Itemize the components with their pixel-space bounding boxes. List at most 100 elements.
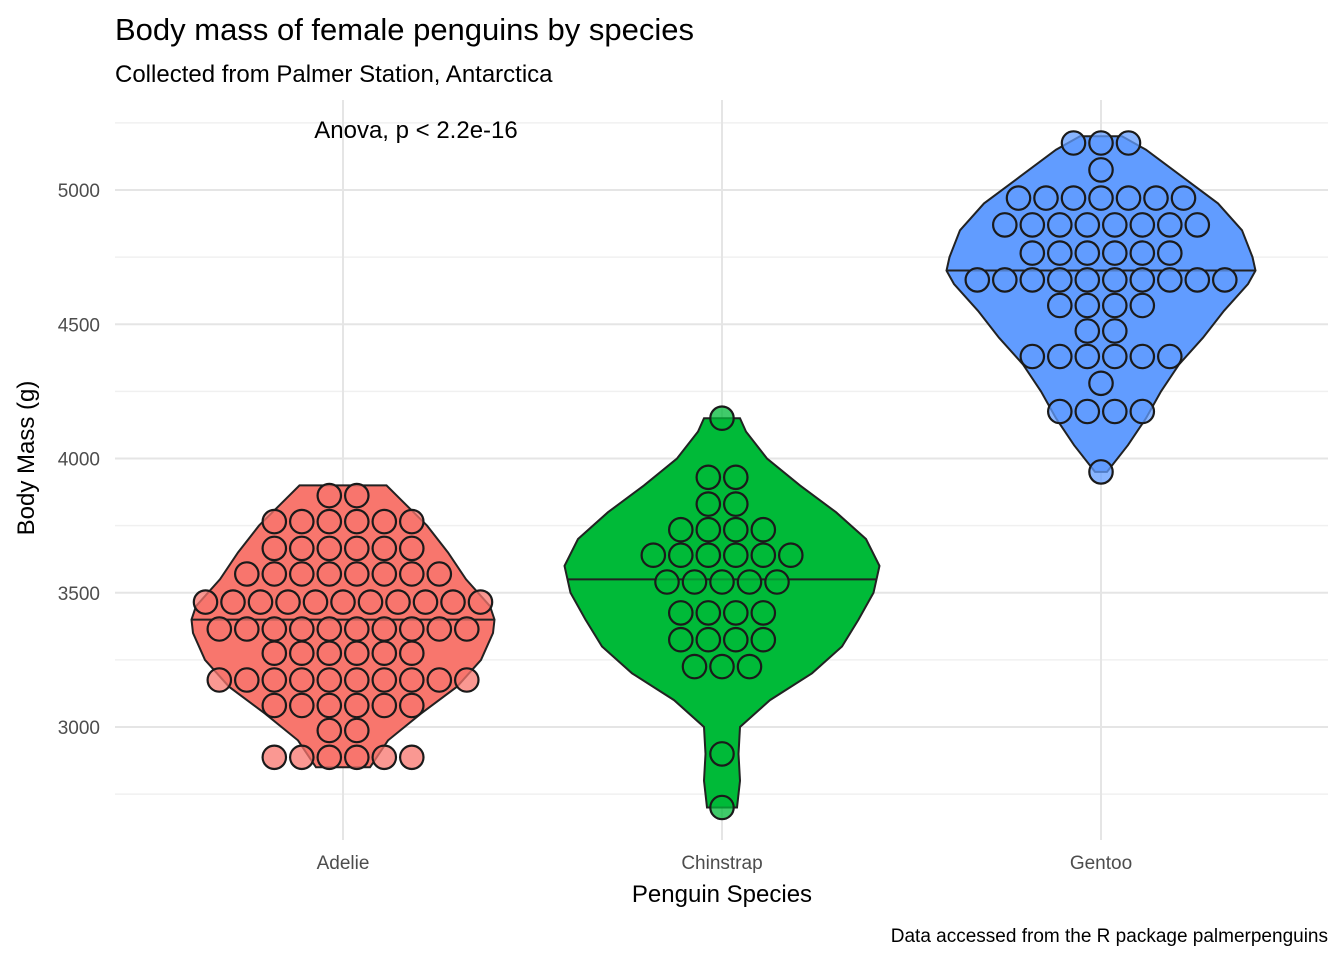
data-point — [371, 692, 398, 719]
violin-chinstrap — [563, 417, 881, 809]
data-point — [1102, 292, 1128, 319]
data-point — [667, 600, 694, 626]
data-point — [1157, 240, 1183, 266]
data-point — [206, 616, 233, 642]
data-point — [1019, 240, 1046, 266]
data-point — [1074, 398, 1101, 425]
data-point — [991, 212, 1018, 238]
data-point — [695, 600, 722, 626]
data-point — [1088, 157, 1114, 183]
data-point — [1074, 318, 1101, 344]
y-tick-label: 4000 — [58, 450, 100, 471]
data-point — [722, 491, 749, 517]
data-point — [722, 542, 749, 568]
data-point — [709, 741, 735, 767]
data-point — [371, 640, 398, 666]
data-point — [1074, 240, 1101, 266]
data-point — [192, 589, 219, 615]
y-tick-label: 5000 — [58, 181, 100, 202]
data-point — [764, 569, 790, 595]
data-point — [398, 692, 425, 719]
data-point — [288, 692, 315, 719]
data-point — [1129, 292, 1156, 319]
x-tick-label: Gentoo — [1070, 853, 1132, 874]
data-point — [234, 561, 260, 587]
data-point — [709, 653, 735, 680]
data-point — [1047, 212, 1073, 238]
data-point — [343, 561, 370, 587]
data-point — [343, 744, 370, 771]
data-point — [302, 589, 329, 615]
data-point — [316, 535, 343, 562]
data-point — [722, 516, 749, 543]
x-tick-label: Adelie — [317, 853, 370, 874]
data-point — [1184, 212, 1211, 238]
data-point — [667, 516, 694, 543]
data-point — [1102, 398, 1128, 425]
data-point — [398, 561, 425, 587]
y-tick-label: 3000 — [58, 718, 100, 739]
data-point — [722, 464, 749, 491]
data-point — [316, 692, 343, 719]
data-point — [1143, 185, 1169, 211]
data-point — [736, 569, 763, 595]
data-point — [288, 744, 315, 771]
data-point — [1102, 212, 1128, 238]
data-point — [1047, 343, 1073, 370]
data-point — [288, 616, 315, 642]
data-point — [357, 589, 384, 615]
data-point — [467, 589, 494, 615]
data-point — [1074, 267, 1101, 293]
data-point — [1102, 267, 1128, 293]
data-point — [1047, 398, 1073, 425]
data-point — [1157, 343, 1183, 370]
data-point — [343, 616, 370, 642]
chart-title: Body mass of female penguins by species — [115, 12, 694, 47]
data-point — [1129, 240, 1156, 266]
data-point — [1184, 267, 1211, 293]
data-point — [371, 561, 398, 587]
data-point — [261, 640, 288, 666]
data-point — [750, 600, 777, 626]
data-point — [1115, 185, 1142, 211]
data-point — [667, 542, 694, 568]
data-point — [343, 508, 370, 535]
data-point — [750, 626, 777, 653]
data-point — [371, 508, 398, 535]
x-axis-title: Penguin Species — [632, 881, 812, 908]
data-point — [316, 667, 343, 693]
data-point — [398, 640, 425, 666]
data-point — [330, 589, 356, 615]
data-point — [371, 535, 398, 562]
data-point — [695, 542, 722, 568]
data-point — [695, 626, 722, 653]
data-point — [1019, 212, 1046, 238]
data-point — [1102, 240, 1128, 266]
data-point — [709, 405, 735, 431]
data-point — [1088, 459, 1114, 485]
data-point — [398, 508, 425, 535]
data-point — [453, 667, 480, 693]
data-point — [1129, 398, 1156, 425]
data-point — [426, 561, 453, 587]
data-point — [1033, 185, 1059, 211]
data-point — [234, 667, 260, 693]
y-tick-labels: 3000 3500 4000 4500 5000 — [58, 181, 100, 739]
data-point — [695, 516, 722, 543]
data-point — [398, 616, 425, 642]
data-point — [343, 482, 370, 509]
y-tick-label: 3500 — [58, 584, 100, 605]
data-point — [343, 667, 370, 693]
data-point — [1005, 185, 1032, 211]
data-point — [206, 667, 233, 693]
data-point — [1088, 370, 1114, 397]
y-axis-title: Body Mass (g) — [13, 381, 40, 536]
data-point — [1129, 267, 1156, 293]
data-point — [288, 535, 315, 562]
dots — [192, 130, 1238, 821]
data-point — [288, 667, 315, 693]
data-point — [412, 589, 439, 615]
data-point — [316, 482, 343, 509]
data-point — [1115, 130, 1142, 156]
data-point — [1047, 240, 1073, 266]
